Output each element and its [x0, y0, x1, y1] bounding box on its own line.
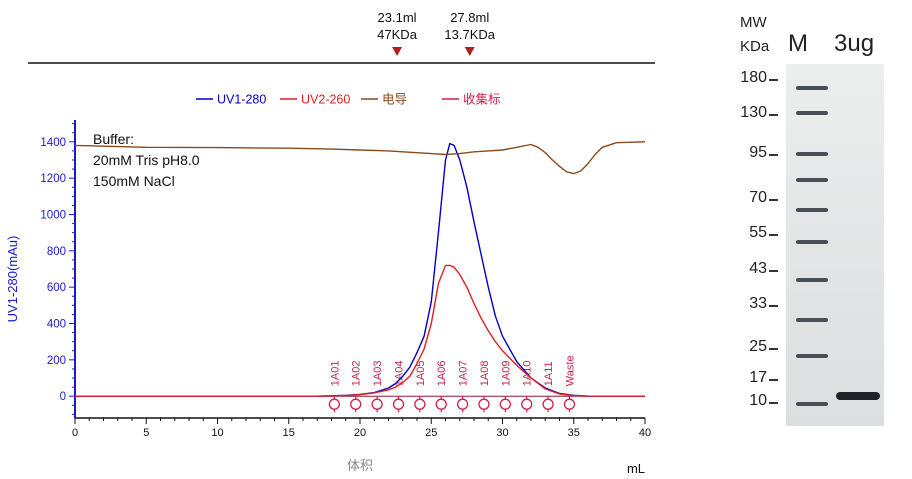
- mw-tick-33: [769, 305, 778, 307]
- fraction-label: 1A11: [543, 361, 555, 386]
- fraction-label: 1A08: [479, 360, 491, 386]
- y-tick-label: 1400: [40, 137, 66, 149]
- mw-label-95: 95: [749, 144, 767, 161]
- uv2-260-line: [75, 264, 645, 397]
- y-tick-label: 0: [60, 391, 66, 403]
- legend-label: UV1-280: [217, 93, 266, 107]
- mw-header-line1: MW: [740, 14, 767, 31]
- y-tick-label: 400: [47, 319, 66, 331]
- marker-volume-label: 23.1ml: [378, 10, 417, 25]
- marker-mw-label: 47KDa: [377, 27, 418, 42]
- fraction-label: 1A04: [393, 360, 405, 386]
- fraction-label: 1A05: [415, 360, 427, 386]
- buffer-annotation-line: 150mM NaCl: [93, 173, 175, 189]
- mw-label-10: 10: [749, 392, 767, 409]
- y-tick-label: 1000: [40, 209, 66, 221]
- marker-mw-label: 13.7KDa: [444, 27, 495, 42]
- conductivity-line: [74, 141, 646, 175]
- marker-band-10: [796, 402, 828, 406]
- x-tick-label: 10: [211, 427, 223, 439]
- buffer-annotation-line: Buffer:: [93, 131, 134, 147]
- y-axis-label: UV1-280(mAu): [5, 236, 20, 323]
- y-tick-label: 200: [47, 355, 66, 367]
- marker-triangle: [392, 47, 403, 56]
- mw-label-17: 17: [749, 369, 767, 386]
- legend-label: UV2-260: [301, 93, 350, 107]
- fraction-label: 1A06: [436, 360, 448, 386]
- sample-band: [836, 392, 880, 400]
- fraction-marker: [499, 398, 512, 410]
- fraction-marker: [521, 398, 533, 410]
- fraction-marker: [542, 398, 554, 410]
- x-tick-label: 5: [143, 427, 149, 439]
- fraction-marker: [435, 398, 447, 410]
- mw-header-line2: KDa: [740, 38, 770, 55]
- x-tick-label: 15: [283, 427, 295, 439]
- mw-tick-130: [769, 114, 778, 116]
- fraction-marker: [371, 398, 383, 410]
- y-tick-label: 800: [47, 246, 66, 258]
- mw-tick-25: [769, 348, 778, 350]
- marker-band-180: [796, 86, 828, 90]
- fraction-label: 1A09: [500, 360, 512, 386]
- fraction-label: 1A01: [329, 360, 341, 386]
- mw-label-55: 55: [749, 224, 767, 241]
- mw-tick-43: [769, 270, 778, 272]
- fraction-label: 1A03: [372, 360, 384, 386]
- mw-label-180: 180: [740, 69, 767, 86]
- fraction-marker: [563, 398, 576, 410]
- mw-label-25: 25: [749, 338, 767, 355]
- legend-label: 收集标: [463, 92, 501, 107]
- marker-triangle: [464, 47, 475, 56]
- mw-label-33: 33: [749, 295, 767, 312]
- legend-label: 电导: [382, 93, 407, 107]
- mw-tick-17: [769, 379, 778, 381]
- x-tick-label: 30: [496, 427, 508, 439]
- fraction-label: Waste: [564, 355, 576, 386]
- mw-tick-95: [769, 154, 778, 156]
- fraction-marker: [392, 398, 405, 410]
- x-axis-unit: mL: [627, 461, 645, 476]
- mw-label-130: 130: [740, 104, 767, 121]
- marker-band-17: [796, 354, 828, 358]
- lane-label-marker: M: [788, 30, 808, 57]
- fraction-label: 1A02: [351, 360, 363, 386]
- marker-band-33: [796, 278, 828, 282]
- mw-tick-55: [769, 234, 778, 236]
- marker-volume-label: 27.8ml: [450, 10, 489, 25]
- x-tick-label: 40: [639, 427, 651, 439]
- lane-label-sample: 3ug: [834, 30, 875, 57]
- fraction-marker: [456, 398, 469, 410]
- fraction-marker: [350, 398, 362, 410]
- fraction-marker: [328, 398, 341, 410]
- fraction-marker: [478, 398, 490, 410]
- x-axis-label: 体积: [347, 458, 373, 473]
- fraction-marker: [414, 398, 426, 410]
- marker-band-25: [796, 318, 828, 322]
- buffer-annotation-line: 20mM Tris pH8.0: [93, 152, 200, 168]
- marker-band-95: [796, 152, 828, 156]
- marker-band-130: [796, 111, 828, 115]
- x-tick-label: 20: [354, 427, 366, 439]
- x-tick-label: 25: [425, 427, 437, 439]
- mw-tick-70: [769, 199, 778, 201]
- mw-label-70: 70: [749, 189, 767, 206]
- marker-band-70: [796, 178, 828, 182]
- mw-tick-10: [769, 402, 778, 404]
- x-tick-label: 35: [568, 427, 580, 439]
- mw-tick-180: [769, 79, 778, 81]
- sds-page-gel: [786, 64, 884, 426]
- fraction-label: 1A07: [458, 360, 470, 386]
- y-tick-label: 1200: [40, 173, 66, 185]
- y-tick-label: 600: [47, 282, 66, 294]
- x-tick-label: 0: [72, 427, 78, 439]
- mw-label-43: 43: [749, 260, 767, 277]
- marker-band-55: [796, 208, 828, 212]
- marker-band-43: [796, 240, 828, 244]
